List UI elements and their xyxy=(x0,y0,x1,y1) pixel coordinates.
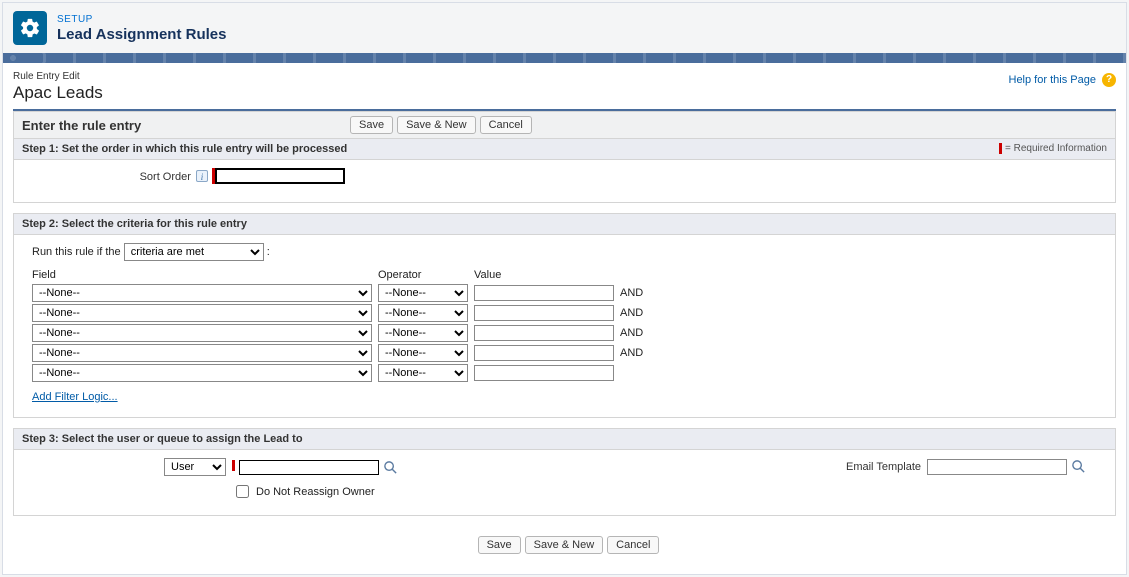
and-label: AND xyxy=(620,283,649,303)
value-input[interactable] xyxy=(474,325,614,341)
setup-header: SETUP Lead Assignment Rules xyxy=(3,3,1126,53)
sort-order-row: Sort Order i xyxy=(32,168,1097,184)
cancel-button[interactable]: Cancel xyxy=(480,116,532,134)
field-select[interactable]: --None-- xyxy=(32,284,372,302)
gear-icon xyxy=(13,11,47,45)
step1-title: Step 1: Set the order in which this rule… xyxy=(22,143,347,155)
save-button[interactable]: Save xyxy=(350,116,393,134)
required-mark-icon xyxy=(232,460,235,471)
and-label: AND xyxy=(620,303,649,323)
setup-label: SETUP xyxy=(57,14,226,25)
step3-body: User Email Template xyxy=(13,450,1116,516)
col-field: Field xyxy=(32,267,378,283)
page-title: Lead Assignment Rules xyxy=(57,26,226,43)
breadcrumb: Rule Entry Edit xyxy=(13,71,1116,82)
header-text: SETUP Lead Assignment Rules xyxy=(57,14,226,43)
email-template-input[interactable] xyxy=(927,459,1067,475)
col-operator: Operator xyxy=(378,267,474,283)
value-input[interactable] xyxy=(474,345,614,361)
field-select[interactable]: --None-- xyxy=(32,364,372,382)
help-icon[interactable]: ? xyxy=(1102,73,1116,87)
required-mark-icon xyxy=(999,143,1002,154)
operator-select[interactable]: --None-- xyxy=(378,344,468,362)
run-rule-select[interactable]: criteria are met xyxy=(124,243,264,261)
email-template-label: Email Template xyxy=(787,461,927,473)
criteria-row: --None-- --None-- AND xyxy=(32,323,649,343)
required-note-text: = Required Information xyxy=(1005,144,1107,155)
criteria-row: --None-- --None-- AND xyxy=(32,303,649,323)
page-wrap: SETUP Lead Assignment Rules Help for thi… xyxy=(2,2,1127,575)
email-template-wrap xyxy=(927,459,1097,475)
criteria-row: --None-- --None-- AND xyxy=(32,283,649,303)
and-label: AND xyxy=(620,323,649,343)
colon: : xyxy=(264,246,270,258)
run-rule-row: Run this rule if the criteria are met : xyxy=(32,243,1097,261)
operator-select[interactable]: --None-- xyxy=(378,284,468,302)
and-label xyxy=(620,363,649,383)
and-label: AND xyxy=(620,343,649,363)
step3-grid: User Email Template xyxy=(32,458,1097,501)
record-name: Apac Leads xyxy=(13,83,1116,103)
content: Help for this Page ? Rule Entry Edit Apa… xyxy=(3,63,1126,574)
run-rule-label: Run this rule if the xyxy=(32,246,121,258)
cancel-button[interactable]: Cancel xyxy=(607,536,659,554)
save-and-new-button[interactable]: Save & New xyxy=(397,116,476,134)
field-select[interactable]: --None-- xyxy=(32,344,372,362)
add-filter-logic-link[interactable]: Add Filter Logic... xyxy=(32,391,118,403)
field-select[interactable]: --None-- xyxy=(32,304,372,322)
lookup-icon[interactable] xyxy=(1071,459,1086,474)
do-not-reassign-checkbox[interactable] xyxy=(236,485,249,498)
step3-title: Step 3: Select the user or queue to assi… xyxy=(22,433,303,445)
operator-select[interactable]: --None-- xyxy=(378,364,468,382)
step3-header: Step 3: Select the user or queue to assi… xyxy=(13,428,1116,450)
bottom-button-group: Save Save & New Cancel xyxy=(478,536,660,554)
step1-header: Step 1: Set the order in which this rule… xyxy=(13,139,1116,160)
assignee-input[interactable] xyxy=(239,460,379,475)
top-button-group: Save Save & New Cancel xyxy=(350,116,532,134)
sort-order-input-wrap xyxy=(212,168,345,184)
section-header: Enter the rule entry Save Save & New Can… xyxy=(13,111,1116,139)
step1-body: Sort Order i xyxy=(13,160,1116,203)
save-and-new-button[interactable]: Save & New xyxy=(525,536,604,554)
do-not-reassign-label: Do Not Reassign Owner xyxy=(256,486,375,498)
col-value: Value xyxy=(474,267,620,283)
assignee-input-wrap xyxy=(232,460,612,475)
save-button[interactable]: Save xyxy=(478,536,521,554)
assignee-type-cell: User xyxy=(32,458,232,476)
help-row: Help for this Page ? xyxy=(1009,73,1117,87)
info-icon[interactable]: i xyxy=(196,170,208,182)
sort-order-label: Sort Order xyxy=(140,171,191,183)
criteria-row: --None-- --None-- AND xyxy=(32,343,649,363)
footer-button-row: Save Save & New Cancel xyxy=(13,526,1116,554)
value-input[interactable] xyxy=(474,305,614,321)
step2-header: Step 2: Select the criteria for this rul… xyxy=(13,213,1116,235)
step2-body: Run this rule if the criteria are met : … xyxy=(13,235,1116,418)
required-note: = Required Information xyxy=(999,143,1107,154)
criteria-row: --None-- --None-- xyxy=(32,363,649,383)
value-input[interactable] xyxy=(474,285,614,301)
value-input[interactable] xyxy=(474,365,614,381)
lookup-icon[interactable] xyxy=(383,460,398,475)
decorative-strip xyxy=(3,53,1126,63)
operator-select[interactable]: --None-- xyxy=(378,304,468,322)
operator-select[interactable]: --None-- xyxy=(378,324,468,342)
criteria-table: Field Operator Value --None-- --None-- AND… xyxy=(32,267,649,383)
step2-title: Step 2: Select the criteria for this rul… xyxy=(22,218,247,230)
field-select[interactable]: --None-- xyxy=(32,324,372,342)
section-title: Enter the rule entry xyxy=(22,118,342,133)
sort-order-input[interactable] xyxy=(215,168,345,184)
do-not-reassign-row: Do Not Reassign Owner xyxy=(232,482,612,501)
sort-order-label-cell: Sort Order i xyxy=(32,170,212,183)
help-link[interactable]: Help for this Page xyxy=(1009,74,1096,86)
assignee-type-select[interactable]: User xyxy=(164,458,226,476)
